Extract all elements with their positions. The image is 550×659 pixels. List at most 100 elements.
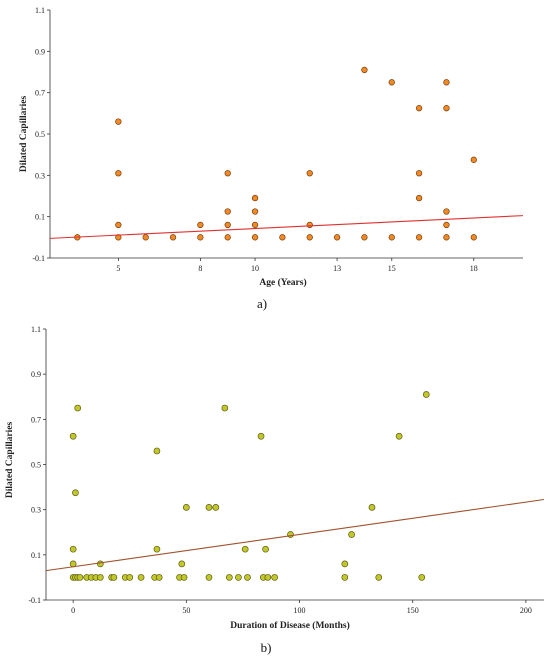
panel-a-x-tick-label: 15: [388, 264, 396, 273]
panel-a-y-tick-label: 0.3: [35, 171, 45, 180]
panel-a-data-point: [443, 208, 450, 215]
panel-a-data-point: [279, 234, 286, 241]
panel-b-data-point: [153, 447, 161, 455]
panel-b-y-tick-label: 0.9: [31, 370, 41, 379]
panel-b-data-point: [221, 404, 229, 412]
panel-a-data-point: [388, 79, 395, 86]
panel-b-y-tick-label: 0.7: [31, 415, 41, 424]
panel-a-data-point: [361, 234, 368, 241]
panel-b-data-point: [205, 574, 213, 581]
panel-b-data-point: [180, 574, 188, 581]
panel-b-label: b): [261, 640, 272, 655]
panel-a-data-point: [470, 156, 477, 163]
panel-b-data-point: [155, 574, 163, 581]
panel-a-y-tick-label: 0.5: [35, 130, 45, 139]
panel-b-x-tick-label: 50: [182, 606, 190, 615]
panel-b-data-point: [74, 404, 82, 412]
panel-b-data-point: [287, 531, 294, 538]
panel-a-data-point: [306, 221, 313, 229]
panel-a-data-point: [443, 105, 450, 112]
panel-a-y-axis-title: Dilated Capillaries: [19, 96, 29, 173]
panel-b-data-point: [418, 574, 426, 581]
panel-b-data-point: [341, 560, 349, 568]
panel-a-data-point: [197, 234, 204, 241]
panel-a-data-point: [306, 234, 313, 241]
panel-a-data-point: [415, 194, 423, 202]
panel-b-data-point: [341, 574, 349, 581]
panel-a-label: a): [257, 296, 267, 311]
panel-b-data-point: [153, 545, 161, 553]
panel-b-data-point: [72, 489, 79, 497]
panel-b-data-point: [137, 574, 145, 581]
panel-b-data-point: [178, 560, 186, 568]
panel-a-data-point: [361, 66, 368, 74]
panel-b-data-point: [375, 574, 383, 581]
panel-b-y-axis-title: Dilated Capillaries: [5, 422, 15, 499]
panel-b-scatter: Dilated Capillaries Duration of Disease …: [5, 325, 545, 655]
panel-b-data-point: [271, 574, 278, 581]
panel-a-x-tick-label: 10: [251, 264, 259, 273]
panel-a-data-point: [251, 221, 259, 229]
panel-a-x-tick-label: 5: [116, 264, 120, 273]
panel-b-data-point: [395, 432, 403, 440]
panel-a-y-tick-label: 0.7: [35, 89, 45, 98]
panel-b-x-tick-label: 0: [71, 606, 75, 615]
panel-b-data-point: [96, 574, 104, 581]
panel-a-data-point: [224, 234, 231, 241]
panel-a-y-tick-label: 0.1: [35, 213, 45, 222]
panel-a-data-point: [443, 234, 450, 241]
panel-b-y-tick-label: 0.1: [31, 551, 41, 560]
panel-b-data-point: [76, 574, 84, 581]
panel-b-data-point: [348, 531, 355, 538]
panel-b-data-point: [244, 574, 251, 581]
panel-a-data-point: [443, 79, 450, 86]
panel-b-data-point: [110, 574, 118, 581]
panel-a-data-point: [142, 234, 149, 241]
panel-b-data-point: [182, 504, 190, 511]
panel-a-data-point: [306, 170, 313, 177]
panel-a-data-point: [197, 221, 204, 229]
panel-a-data-point: [251, 234, 259, 241]
panel-a-x-tick-label: 18: [470, 264, 478, 273]
panel-a-data-point: [115, 118, 122, 125]
panel-b-x-tick-label: 150: [407, 606, 419, 615]
panel-a-data-point: [224, 221, 231, 229]
panel-b-fit-line: [45, 498, 545, 572]
panel-b-data-point: [69, 545, 77, 553]
panel-a-data-point: [415, 105, 423, 112]
panel-a-x-axis-title: Age (Years): [259, 277, 306, 288]
panel-b-y-tick-label: -0.1: [28, 596, 41, 605]
panel-a-data-point: [251, 208, 259, 215]
panel-b-x-tick-label: 100: [294, 606, 306, 615]
panel-b-data-point: [126, 574, 134, 581]
panel-a-data-point: [388, 234, 395, 241]
panel-b-data-point: [235, 574, 242, 581]
panel-b-x-tick-label: 200: [520, 606, 532, 615]
panel-a-y-tick-label: 1.1: [35, 6, 45, 15]
panel-b-data-point: [257, 432, 265, 440]
panel-a-data-point: [251, 194, 259, 202]
panel-a-data-point: [224, 208, 231, 215]
panel-a-data-point: [415, 234, 423, 241]
panel-a-data-point: [224, 170, 231, 177]
panel-a-x-tick-label: 8: [198, 264, 202, 273]
panel-b-data-point: [241, 545, 249, 553]
panel-a-data-point: [443, 221, 450, 229]
panel-b-data-point: [422, 391, 430, 398]
panel-b-y-tick-label: 1.1: [31, 325, 41, 334]
panel-b-data-point: [205, 504, 213, 511]
panel-b-data-point: [264, 574, 272, 581]
panel-b-y-tick-label: 0.5: [31, 461, 41, 470]
panel-a-fit-line: [49, 215, 524, 239]
panel-a-y-tick-label: -0.1: [32, 254, 45, 263]
panel-a-data-point: [470, 234, 477, 241]
panel-a-scatter: Dilated Capillaries Age (Years) a) -0.1 0…: [19, 6, 524, 311]
panel-a-data-point: [169, 234, 177, 241]
panel-b-x-axis-title: Duration of Disease (Months): [230, 620, 350, 631]
panel-b-data-point: [226, 574, 233, 581]
panel-b-data-point: [262, 545, 269, 553]
panel-b-data-point: [96, 560, 104, 568]
panel-a-data-point: [115, 221, 122, 229]
panel-b-data-point: [368, 504, 376, 511]
